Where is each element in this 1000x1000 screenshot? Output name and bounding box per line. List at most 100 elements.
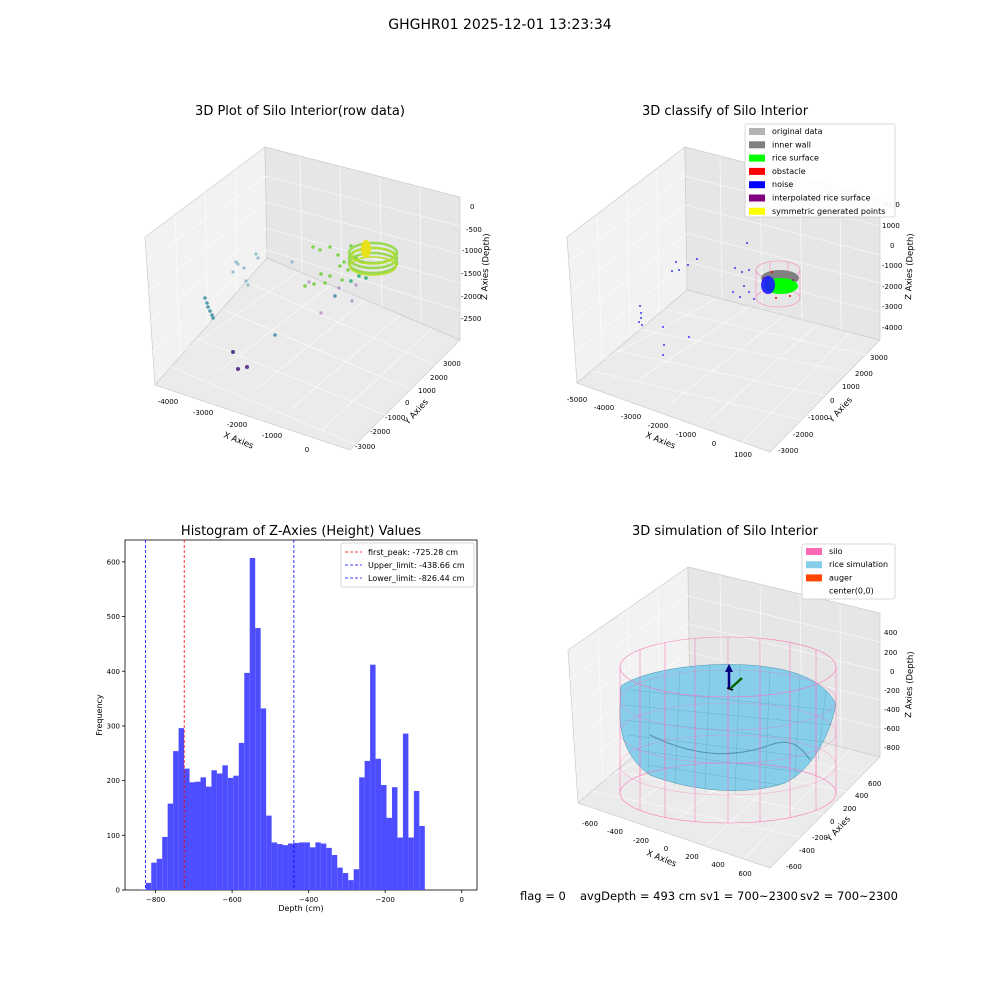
- classify-ytick: -2000: [793, 431, 813, 439]
- histogram-ytick-label: 0: [116, 887, 120, 895]
- classify-ztick: -4000: [882, 324, 902, 332]
- sim-ztick: 0: [890, 668, 894, 676]
- histogram-bar: [222, 765, 228, 890]
- histogram-legend-label: Lower_limit: -826.44 cm: [368, 574, 465, 583]
- legend-label: rice surface: [772, 154, 819, 163]
- sim-xtick: 600: [738, 870, 751, 878]
- histogram-bar: [195, 781, 201, 890]
- sim-ztick: -200: [884, 687, 900, 695]
- classify-panel-title: 3D classify of Silo Interior: [641, 104, 809, 119]
- sim-ytick: 600: [868, 780, 881, 788]
- raw-ztick: -2000: [461, 293, 481, 301]
- status-flag: flag = 0: [520, 889, 566, 903]
- histogram-ytick-label: 400: [107, 668, 120, 676]
- sim-ztick: -400: [884, 706, 900, 714]
- raw-ytick: -3000: [355, 443, 375, 451]
- legend-label: obstacle: [772, 167, 806, 176]
- histogram-ytick-label: 100: [107, 832, 120, 840]
- classify-xtick: -1000: [676, 431, 696, 439]
- classify-ytick: 3000: [870, 354, 888, 362]
- legend-label: noise: [772, 180, 793, 189]
- histogram-bar: [304, 842, 310, 890]
- raw-ytick: -2000: [370, 428, 390, 436]
- classify-ytick: 1000: [842, 383, 860, 391]
- raw-ytick: 2000: [430, 374, 448, 382]
- histogram-bar: [200, 777, 206, 890]
- sim-xtick: 400: [711, 861, 724, 869]
- histogram-ytick-label: 500: [107, 613, 120, 621]
- sim-ztick: 200: [884, 649, 897, 657]
- legend-label: interpolated rice surface: [772, 194, 870, 203]
- histogram-bar: [353, 869, 360, 890]
- histogram-bar: [342, 873, 349, 890]
- raw-xtick: -3000: [193, 409, 213, 417]
- raw-xtick: 0: [305, 446, 309, 454]
- sim-xlabel: X Axies: [645, 849, 678, 870]
- histogram-bar: [249, 558, 256, 890]
- raw-ytick: 3000: [443, 360, 461, 368]
- histogram-bar: [260, 708, 267, 890]
- histogram-xtick-label: −800: [146, 896, 165, 904]
- histogram-bar: [282, 845, 289, 890]
- sim-ztick: 400: [884, 629, 897, 637]
- sim-ztick: -600: [884, 725, 900, 733]
- sim-ytick: -400: [799, 847, 815, 855]
- histogram-xtick-label: −400: [299, 896, 318, 904]
- histogram-bar: [173, 751, 179, 890]
- classify-xtick: 0: [712, 440, 716, 448]
- histogram-bar: [370, 664, 376, 890]
- classify-ztick: -2000: [882, 283, 902, 291]
- histogram-bar: [238, 742, 245, 890]
- raw-3d-plot: -4000 -3000 -2000 -1000 0 3000 2000 1000…: [144, 146, 492, 457]
- classify-ytick: -3000: [778, 447, 798, 455]
- legend-swatch: [806, 587, 822, 595]
- classify-ztick: -3000: [882, 303, 902, 311]
- histogram-xlabel: Depth (cm): [278, 904, 323, 913]
- status-avg-depth: avgDepth = 493 cm: [580, 889, 697, 903]
- raw-xtick: -2000: [227, 421, 247, 429]
- histogram-bar: [140, 889, 146, 890]
- raw-ytick: 0: [405, 399, 409, 407]
- raw-ztick: -1500: [461, 270, 481, 278]
- legend-swatch: [749, 181, 765, 189]
- histogram-bar: [233, 775, 239, 890]
- histogram-bar: [326, 847, 332, 890]
- classify-ztick: 1000: [882, 222, 900, 230]
- classify-3d-plot: -5000 -4000 -3000 -2000 -1000 0 1000 300…: [566, 123, 916, 459]
- classify-xtick: -2000: [648, 422, 668, 430]
- classify-xlabel: X Axies: [644, 431, 677, 452]
- legend-label: silo: [829, 547, 843, 556]
- histogram-bar: [167, 803, 174, 890]
- raw-zlabel: Z Axies (Depth): [480, 233, 492, 300]
- classify-ytick: -1000: [808, 414, 828, 422]
- histogram-bar: [216, 773, 223, 890]
- histogram-bar: [205, 786, 212, 890]
- histogram-xticks: −800 −600 −400 −200 0: [146, 890, 464, 904]
- sim-ytick: -600: [786, 863, 802, 871]
- legend-swatch: [749, 154, 765, 162]
- legend-label: center(0,0): [829, 587, 874, 596]
- histogram-bar: [364, 760, 371, 890]
- classify-zlabel: Z Axies (Depth): [904, 233, 916, 300]
- raw-ztick: -1000: [462, 247, 482, 255]
- histogram-xtick-label: −600: [223, 896, 242, 904]
- histogram-bar: [348, 880, 354, 890]
- legend-swatch: [749, 207, 765, 215]
- histogram-ylabel: Frequency: [95, 694, 104, 736]
- status-sv1: sv1 = 700~2300: [700, 889, 798, 903]
- raw-ztick: -500: [466, 226, 482, 234]
- histogram-legend-label: Upper_limit: -438.66 cm: [368, 561, 465, 570]
- simulation-3d-plot: -600 -400 -200 0 200 400 600 600 400 200…: [567, 543, 916, 878]
- legend-swatch: [806, 574, 822, 582]
- legend-label: auger: [829, 573, 853, 582]
- histogram-bar: [266, 815, 272, 890]
- raw-xlabel: X Axies: [222, 431, 255, 452]
- raw-ztick: -2500: [461, 315, 481, 323]
- status-sv2: sv2 = 700~2300: [800, 889, 898, 903]
- histogram-bar: [184, 768, 190, 890]
- legend-swatch: [749, 194, 765, 202]
- raw-xtick: -4000: [158, 398, 178, 406]
- histogram-vlines: [145, 540, 295, 890]
- histogram-bar: [145, 882, 152, 890]
- histogram-ytick-label: 600: [107, 558, 120, 566]
